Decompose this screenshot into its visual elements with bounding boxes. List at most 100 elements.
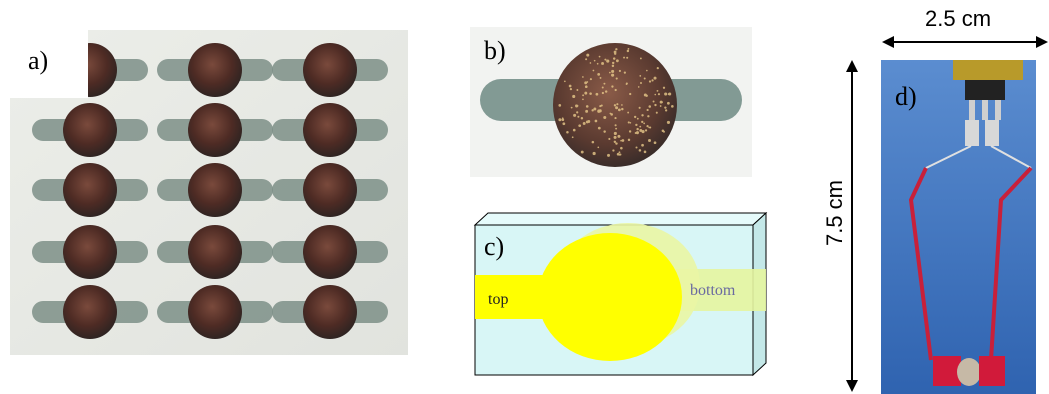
sparkle	[648, 139, 651, 142]
sparkle	[558, 104, 562, 107]
sparkle	[636, 117, 639, 120]
sparkle	[598, 55, 601, 58]
sparkle	[648, 105, 652, 108]
sparkle	[646, 124, 649, 128]
sparkle	[664, 106, 667, 109]
sparkle	[625, 82, 628, 85]
sparkle	[613, 50, 617, 54]
sparkle	[651, 79, 654, 82]
electrode-dot	[303, 163, 357, 217]
sparkle	[621, 107, 624, 111]
sparkle	[585, 58, 588, 61]
sparkle	[584, 91, 588, 95]
sparkle	[623, 71, 626, 74]
electrode-dot	[188, 103, 242, 157]
sparkle	[592, 69, 595, 72]
sparkle	[593, 107, 597, 111]
sparkle	[671, 105, 674, 108]
sparkle	[635, 131, 640, 135]
sparkle	[654, 93, 657, 96]
single-electrode-image	[470, 27, 752, 177]
sparkle	[613, 104, 617, 107]
electrode-dot	[188, 43, 242, 97]
sparkle	[608, 137, 611, 141]
sparkle	[652, 100, 655, 103]
sparkle	[611, 69, 615, 73]
width-dimension-label: 2.5 cm	[925, 6, 992, 31]
sparkle	[659, 105, 662, 107]
sparkle	[615, 127, 618, 130]
sparkle	[613, 135, 617, 139]
sparkle	[582, 98, 584, 101]
electrode-dot	[188, 225, 242, 279]
sparkle	[585, 120, 589, 124]
sparkle	[561, 117, 564, 120]
sparkle	[582, 122, 586, 125]
sparkle	[604, 58, 607, 61]
sparkle	[620, 139, 622, 142]
electrode-dot	[303, 43, 357, 97]
sparkle	[572, 128, 576, 132]
sparkle	[604, 90, 608, 93]
sparkle	[578, 124, 582, 128]
sparkle	[596, 62, 599, 65]
sparkle	[636, 127, 639, 131]
sparkle	[611, 64, 615, 68]
sparkle	[614, 124, 617, 127]
sparkle	[582, 94, 585, 97]
sparkle	[575, 104, 578, 107]
panel-a-label-bg	[10, 30, 88, 98]
sparkle	[597, 146, 600, 149]
sparkle	[611, 85, 614, 88]
sparkle	[614, 88, 617, 92]
sparkle	[595, 92, 599, 96]
sparkle	[629, 92, 632, 96]
sparkle	[616, 152, 620, 156]
sparkle	[577, 115, 580, 118]
sparkle	[638, 106, 641, 109]
sparkle	[621, 139, 625, 142]
sparkle	[656, 89, 659, 92]
sparkle	[573, 113, 577, 117]
sparkle	[615, 106, 619, 110]
electrode-dot	[63, 225, 117, 279]
sparkle	[612, 149, 615, 152]
sparkle	[629, 122, 632, 124]
electrode-dot	[188, 285, 242, 339]
sparkle	[666, 120, 671, 124]
sparkle	[655, 111, 658, 114]
sparkle	[613, 140, 617, 143]
sparkle	[561, 118, 565, 121]
sparkle	[647, 115, 650, 118]
sparkle	[641, 120, 644, 124]
sparkle	[564, 80, 566, 83]
sparkle	[620, 146, 623, 150]
sparkle	[591, 109, 594, 112]
sparkle	[666, 101, 670, 105]
sparkle	[615, 142, 618, 145]
sparkle	[615, 77, 618, 80]
electrode-array-image	[10, 30, 408, 355]
sparkle	[639, 57, 642, 60]
sparkle	[657, 93, 661, 96]
sparkle	[599, 104, 602, 108]
sparkle	[623, 56, 626, 59]
electrode-dot	[188, 163, 242, 217]
sparkle	[562, 122, 566, 126]
sparkle	[612, 57, 616, 60]
sparkle	[635, 123, 638, 127]
sparkle	[594, 119, 598, 123]
sparkle	[572, 94, 576, 98]
sparkle	[656, 67, 659, 70]
sparkle	[576, 89, 579, 91]
panel-a-label: a)	[28, 46, 49, 75]
sparkle	[558, 118, 562, 122]
sparkle	[586, 53, 590, 57]
sparkle	[641, 143, 644, 147]
panel-d-label: d)	[895, 82, 917, 111]
sparkle	[616, 103, 619, 106]
sparkle	[585, 109, 589, 113]
sparkle	[621, 104, 623, 106]
sparkle	[627, 121, 630, 124]
panel-d-photo	[881, 60, 1036, 394]
